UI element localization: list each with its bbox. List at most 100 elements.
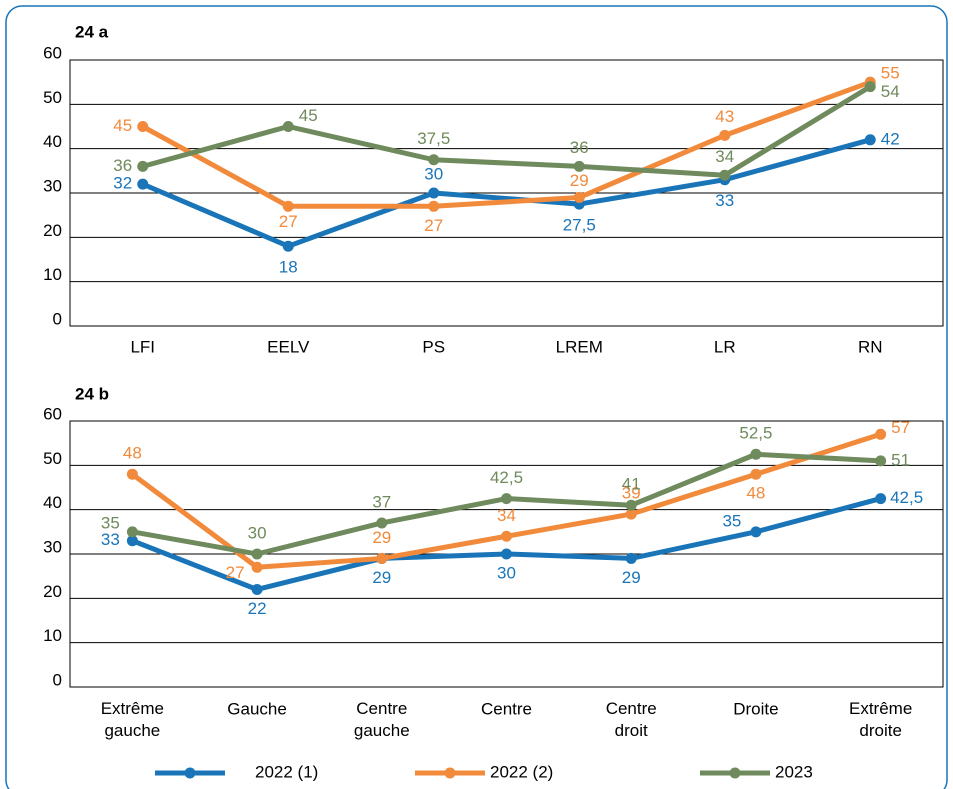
data-label: 30 (497, 563, 516, 582)
x-tick-label: LREM (556, 337, 603, 356)
y-tick-label: 50 (43, 88, 62, 107)
data-label: 48 (123, 444, 142, 463)
data-label: 36 (570, 138, 589, 157)
data-point (875, 428, 887, 440)
data-label: 36 (113, 156, 132, 175)
data-point (126, 468, 138, 480)
data-point (376, 552, 388, 564)
data-label: 29 (372, 568, 391, 587)
legend-marker (729, 767, 741, 779)
data-label: 41 (622, 475, 641, 494)
data-point (251, 561, 263, 573)
y-tick-label: 30 (43, 176, 62, 195)
y-tick-label: 0 (53, 309, 62, 328)
data-point (875, 455, 887, 467)
x-tick-label: Droite (733, 699, 778, 718)
x-tick-label: Gauche (227, 699, 287, 718)
data-point (501, 493, 512, 505)
data-label: 30 (424, 164, 443, 183)
data-point (282, 240, 294, 252)
data-point (625, 499, 637, 511)
legend-label: 2022 (1) (255, 762, 318, 781)
data-point (428, 187, 440, 199)
frame (5, 5, 948, 789)
data-label: 33 (101, 530, 120, 549)
data-point (137, 178, 149, 190)
data-label: 57 (891, 418, 910, 437)
data-point (625, 552, 637, 564)
data-label: 52,5 (739, 424, 772, 443)
series-line (141, 79, 872, 209)
x-tick-label: Centre (481, 699, 532, 718)
data-label: 45 (113, 116, 132, 135)
data-label: 42 (881, 129, 900, 148)
data-label: 30 (248, 523, 267, 542)
data-point (719, 129, 731, 141)
data-point (282, 200, 294, 212)
data-point (428, 154, 440, 166)
data-point (137, 121, 149, 132)
data-label: 42,5 (490, 468, 523, 487)
data-label: 34 (715, 147, 734, 166)
data-point (750, 468, 762, 480)
y-tick-label: 50 (43, 449, 62, 468)
data-label: 37,5 (417, 129, 450, 148)
data-point (428, 200, 440, 212)
x-tick-label: RN (858, 337, 883, 356)
data-label: 29 (372, 528, 391, 547)
data-label: 27,5 (563, 216, 596, 235)
data-label: 29 (570, 171, 589, 190)
data-label: 51 (891, 450, 910, 469)
data-point (126, 535, 138, 547)
y-tick-label: 20 (43, 582, 62, 601)
data-label: 27 (424, 216, 443, 235)
x-tick-label: PS (422, 337, 445, 356)
data-point (251, 583, 263, 595)
data-label: 32 (113, 174, 132, 193)
y-tick-label: 20 (43, 221, 62, 240)
x-tick-label: Extrême gauche (101, 699, 164, 740)
data-point (864, 134, 876, 146)
data-label: 43 (715, 107, 734, 126)
x-tick-label: LR (714, 337, 736, 356)
y-tick-label: 40 (43, 493, 62, 512)
series-line (142, 84, 872, 178)
data-point (501, 530, 512, 542)
data-point (625, 508, 637, 520)
data-label: 45 (299, 106, 318, 125)
x-tick-label: Centre droit (606, 699, 657, 740)
y-tick-label: 60 (43, 404, 62, 423)
x-tick-label: Centre gauche (354, 699, 410, 740)
data-point (137, 160, 149, 172)
data-point (750, 448, 762, 460)
data-point (573, 191, 585, 203)
data-label: 27 (226, 563, 245, 582)
data-label: 35 (101, 513, 120, 532)
data-point (750, 526, 762, 538)
data-point (126, 526, 138, 538)
y-tick-label: 40 (43, 132, 62, 151)
data-point (251, 548, 263, 560)
data-point (719, 169, 731, 181)
data-point (501, 548, 512, 560)
data-point (282, 121, 294, 132)
data-label: 48 (746, 484, 765, 503)
data-point (573, 160, 585, 172)
y-tick-label: 30 (43, 537, 62, 556)
y-tick-label: 60 (43, 43, 62, 62)
x-tick-label: Extrême droite (849, 699, 912, 740)
y-tick-label: 0 (53, 670, 62, 689)
data-label: 18 (279, 258, 298, 277)
data-label: 27 (279, 212, 298, 231)
data-label: 54 (881, 82, 900, 101)
legend-marker (184, 767, 196, 779)
y-tick-label: 10 (43, 626, 62, 645)
data-point (875, 493, 887, 505)
legend-label: 2022 (2) (490, 762, 553, 781)
data-label: 35 (722, 511, 741, 530)
series-line (141, 137, 871, 249)
x-tick-label: LFI (130, 337, 155, 356)
chart-title: 24 a (75, 22, 109, 41)
data-label: 33 (715, 191, 734, 210)
data-point (864, 81, 876, 93)
